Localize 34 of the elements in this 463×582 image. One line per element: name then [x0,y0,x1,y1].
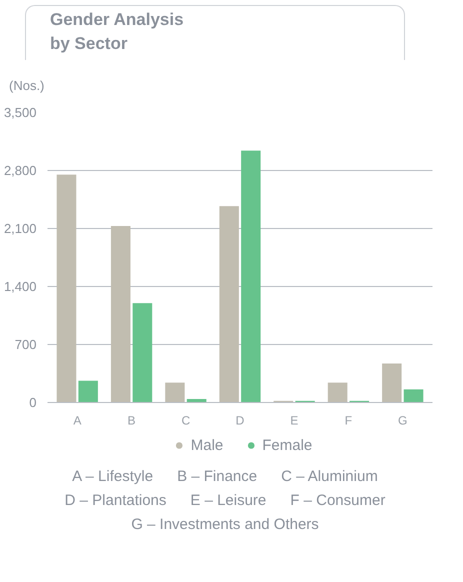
y-tick-label: 700 [14,337,37,352]
bar [110,226,130,402]
bar [165,382,185,402]
x-tick-label: E [290,414,298,428]
y-tick-label: 3,500 [4,105,37,120]
y-tick-label: 2,800 [4,163,37,178]
text: F – Consumer [290,491,386,511]
y-tick-label: 2,100 [4,221,37,236]
bar [241,150,261,402]
y-axis-title: (Nos.) [9,77,44,95]
chart-title: Gender Analysis by Sector [25,5,405,60]
bar [132,303,152,402]
bar [78,380,98,402]
bar [382,364,402,402]
text: C – Aluminium [281,467,378,487]
text: E – Leisure [190,491,266,511]
legend-label: Male [190,436,224,454]
bar [404,389,424,402]
x-tick-label: D [236,414,245,428]
text: B – Finance [177,467,258,487]
x-tick-label: G [398,414,408,428]
x-tick-label: C [181,414,190,428]
legend-label: Female [262,436,312,454]
bar [328,382,348,402]
y-tick-label: 1,400 [4,279,37,294]
y-tick-label: 0 [29,395,37,410]
bar [219,206,239,402]
text: G – Investments and Others [131,515,319,535]
x-tick-label: B [128,414,136,428]
bar [56,174,76,402]
text: A – Lifestyle [72,467,154,487]
x-tick-label: A [73,414,82,428]
text: D – Plantations [64,491,166,511]
x-tick-label: F [344,414,352,428]
